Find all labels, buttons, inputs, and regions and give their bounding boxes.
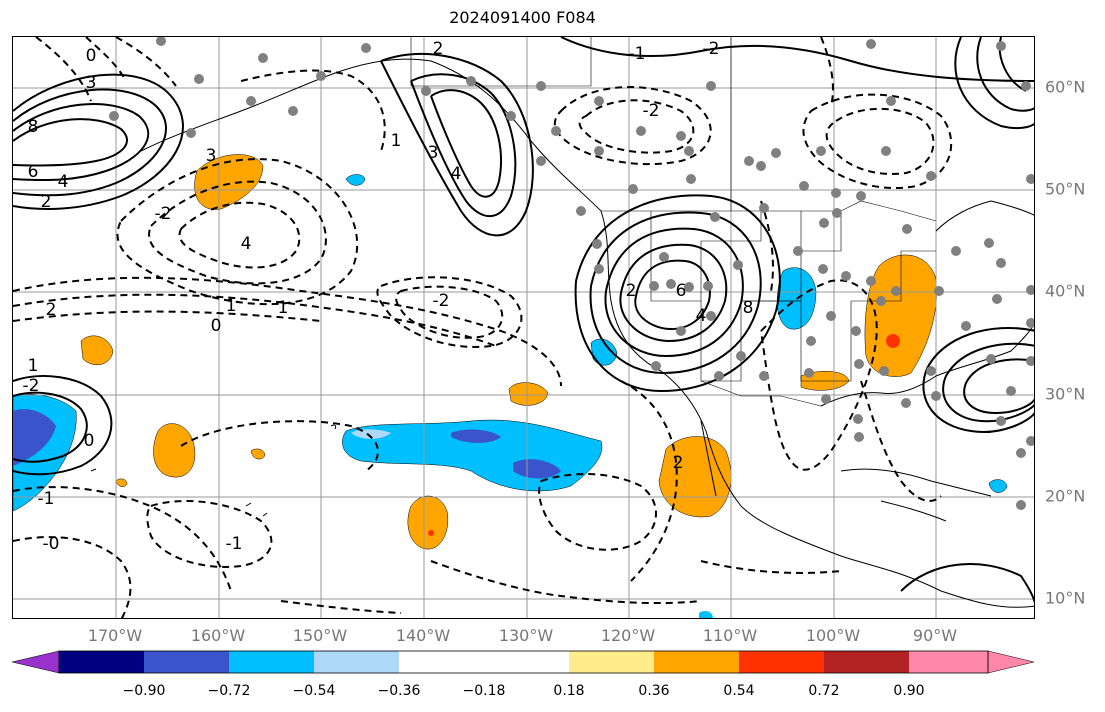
anomaly-fills bbox=[13, 154, 1008, 618]
chart-title: 2024091400 F084 bbox=[449, 8, 596, 27]
contour-label: 1 bbox=[391, 131, 402, 151]
lat-label: 60°N bbox=[1045, 77, 1086, 97]
lat-label: 50°N bbox=[1045, 179, 1086, 199]
lon-label: 140°W bbox=[395, 626, 451, 645]
contour-label: 0 bbox=[86, 46, 97, 66]
colorbar-tick: −0.18 bbox=[462, 683, 506, 699]
fill-orange-mississippi bbox=[864, 254, 937, 377]
colorbar-segment bbox=[229, 651, 314, 673]
contour-label: 2 bbox=[41, 192, 52, 212]
colorbar-segment bbox=[824, 651, 909, 673]
colorbar-segment bbox=[654, 651, 739, 673]
colorbar-tick: 0.36 bbox=[638, 683, 670, 699]
lat-label: 40°N bbox=[1045, 281, 1086, 301]
fill-blue-band-core-2 bbox=[513, 459, 561, 479]
contour-label: -2 bbox=[155, 204, 172, 224]
fill-orange-small-west bbox=[80, 335, 114, 366]
contour-label: -2 bbox=[23, 376, 40, 396]
contour-label: -1 bbox=[226, 534, 243, 554]
lon-label: 100°W bbox=[805, 626, 861, 645]
fill-orange-tiny bbox=[250, 448, 266, 460]
colorbar-outline bbox=[58, 650, 989, 674]
lon-label: 160°W bbox=[190, 626, 246, 645]
contour-label: 1 bbox=[28, 356, 39, 376]
fill-orange-mid bbox=[508, 382, 549, 406]
map-canvas: 0 3 8 6 4 2 -2 1 2 3 4 -2 1 1 3 4 6 2 4 … bbox=[13, 37, 1034, 618]
lon-label: 110°W bbox=[702, 626, 758, 645]
contour-label: 6 bbox=[28, 162, 39, 182]
contour-label: 0 bbox=[211, 316, 222, 336]
fill-orange-hawaii-s bbox=[407, 495, 449, 550]
fill-cyan-bottom bbox=[699, 611, 713, 618]
map-panel[interactable]: 0 3 8 6 4 2 -2 1 2 3 4 -2 1 1 3 4 6 2 4 … bbox=[12, 36, 1035, 619]
colorbar-tick: 0.72 bbox=[808, 683, 840, 699]
colorbar-segment bbox=[12, 650, 60, 674]
contour-label: -1 bbox=[38, 489, 55, 509]
contour-label: 1 bbox=[226, 296, 237, 316]
colorbar-tick: 0.90 bbox=[893, 683, 925, 699]
colorbar-tick: 0.18 bbox=[553, 683, 585, 699]
contour-label: 3 bbox=[428, 143, 439, 163]
fill-lightblue-band-edge bbox=[351, 429, 391, 439]
contour-label: -1 bbox=[629, 44, 646, 64]
colorbar-segment bbox=[569, 651, 654, 673]
lon-label: 170°W bbox=[87, 626, 143, 645]
contour-label: 2 bbox=[673, 453, 684, 473]
contour-label: 1 bbox=[278, 298, 289, 318]
colorbar-segment bbox=[144, 651, 229, 673]
colorbar-segment bbox=[59, 651, 144, 673]
colorbar-tick: −0.72 bbox=[207, 683, 251, 699]
contour-label: 2 bbox=[433, 39, 444, 59]
contour-label: 0 bbox=[84, 431, 95, 451]
contour-label: 8 bbox=[743, 298, 754, 318]
contour-label: 2 bbox=[626, 281, 637, 301]
colorbar bbox=[12, 650, 1035, 674]
fill-orange-baja bbox=[658, 436, 732, 518]
contour-label: 2 bbox=[46, 300, 57, 320]
colorbar-segment bbox=[399, 651, 484, 673]
lat-label: 20°N bbox=[1045, 486, 1086, 506]
contour-label: -2 bbox=[643, 101, 660, 121]
lon-label: 90°W bbox=[912, 626, 958, 645]
contour-label: 4 bbox=[451, 164, 462, 184]
contour-label: -2 bbox=[433, 291, 450, 311]
contour-label: -2 bbox=[703, 39, 720, 59]
colorbar-segment bbox=[909, 651, 988, 673]
colorbar-segment bbox=[484, 651, 569, 673]
contour-label: 3 bbox=[206, 146, 217, 166]
contour-label: 3 bbox=[86, 73, 97, 93]
lon-label: 130°W bbox=[498, 626, 554, 645]
colorbar-tick: −0.54 bbox=[292, 683, 336, 699]
lon-label: 150°W bbox=[292, 626, 348, 645]
station-dots bbox=[109, 37, 1034, 510]
contour-label: 4 bbox=[241, 234, 252, 254]
fill-red-spot-mississippi bbox=[886, 334, 900, 348]
fill-cyan-small bbox=[345, 174, 366, 186]
colorbar-tick: 0.54 bbox=[723, 683, 755, 699]
fill-cyan-caribbean bbox=[988, 479, 1008, 493]
lon-label: 120°W bbox=[600, 626, 656, 645]
contour-label: 4 bbox=[696, 306, 707, 326]
fill-blue-band-core-1 bbox=[451, 429, 501, 443]
contour-label: 6 bbox=[676, 281, 687, 301]
colorbar-tick: −0.36 bbox=[377, 683, 421, 699]
fill-orange-tiny2 bbox=[115, 478, 128, 487]
lat-label: 30°N bbox=[1045, 384, 1086, 404]
colorbar-segment bbox=[739, 651, 824, 673]
fill-red-spot-hawaii bbox=[428, 530, 434, 536]
contour-label-group: 0 3 8 6 4 2 -2 1 2 3 4 -2 1 1 3 4 6 2 4 … bbox=[23, 39, 754, 554]
fill-orange-hawaii-n bbox=[153, 423, 196, 478]
colorbar-segment bbox=[314, 651, 399, 673]
contour-label: -0 bbox=[43, 534, 60, 554]
contour-label: 4 bbox=[58, 172, 69, 192]
colorbar-segment bbox=[987, 650, 1035, 674]
fill-blue-west-core bbox=[13, 409, 56, 466]
lat-label: 10°N bbox=[1045, 588, 1086, 608]
contour-label: 8 bbox=[28, 117, 39, 137]
colorbar-tick: −0.90 bbox=[122, 683, 166, 699]
dashed-contours bbox=[13, 37, 953, 618]
